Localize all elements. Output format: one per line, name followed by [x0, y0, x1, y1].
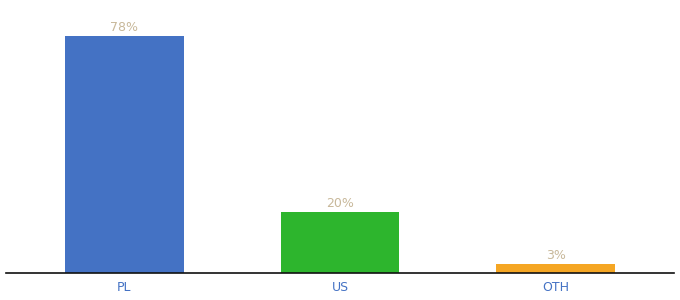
- Bar: [65, 36, 184, 273]
- Bar: [496, 264, 615, 273]
- Bar: [281, 212, 399, 273]
- Text: 20%: 20%: [326, 197, 354, 210]
- Text: 78%: 78%: [110, 20, 138, 34]
- Text: 3%: 3%: [546, 249, 566, 262]
